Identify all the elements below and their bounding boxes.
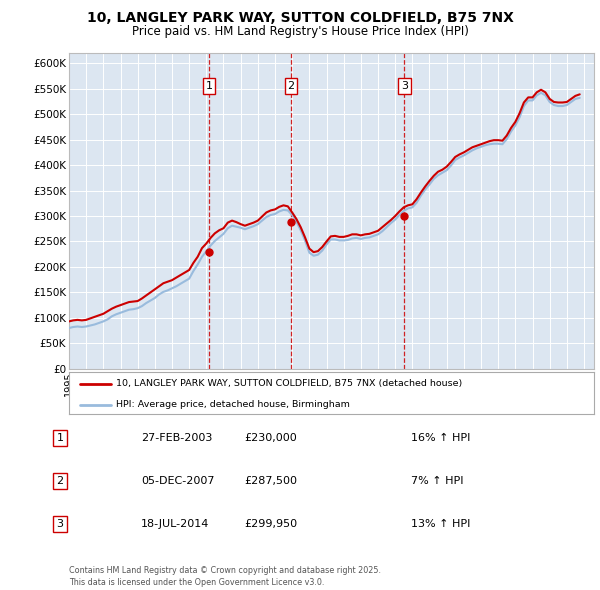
Text: 3: 3 — [401, 81, 408, 91]
Text: 2: 2 — [56, 476, 64, 486]
Text: 7% ↑ HPI: 7% ↑ HPI — [411, 476, 464, 486]
Text: 27-FEB-2003: 27-FEB-2003 — [141, 433, 212, 442]
Text: Contains HM Land Registry data © Crown copyright and database right 2025.
This d: Contains HM Land Registry data © Crown c… — [69, 566, 381, 587]
Text: 10, LANGLEY PARK WAY, SUTTON COLDFIELD, B75 7NX (detached house): 10, LANGLEY PARK WAY, SUTTON COLDFIELD, … — [116, 379, 463, 388]
Text: 18-JUL-2014: 18-JUL-2014 — [141, 519, 209, 529]
Text: HPI: Average price, detached house, Birmingham: HPI: Average price, detached house, Birm… — [116, 401, 350, 409]
Text: £230,000: £230,000 — [244, 433, 297, 442]
Text: 3: 3 — [56, 519, 64, 529]
Text: 10, LANGLEY PARK WAY, SUTTON COLDFIELD, B75 7NX: 10, LANGLEY PARK WAY, SUTTON COLDFIELD, … — [86, 11, 514, 25]
Text: 13% ↑ HPI: 13% ↑ HPI — [411, 519, 470, 529]
Text: £287,500: £287,500 — [244, 476, 297, 486]
Text: Price paid vs. HM Land Registry's House Price Index (HPI): Price paid vs. HM Land Registry's House … — [131, 25, 469, 38]
Text: 16% ↑ HPI: 16% ↑ HPI — [411, 433, 470, 442]
Text: 05-DEC-2007: 05-DEC-2007 — [141, 476, 215, 486]
Text: £299,950: £299,950 — [244, 519, 297, 529]
Text: 2: 2 — [287, 81, 295, 91]
Text: 1: 1 — [206, 81, 212, 91]
Text: 1: 1 — [56, 433, 64, 442]
